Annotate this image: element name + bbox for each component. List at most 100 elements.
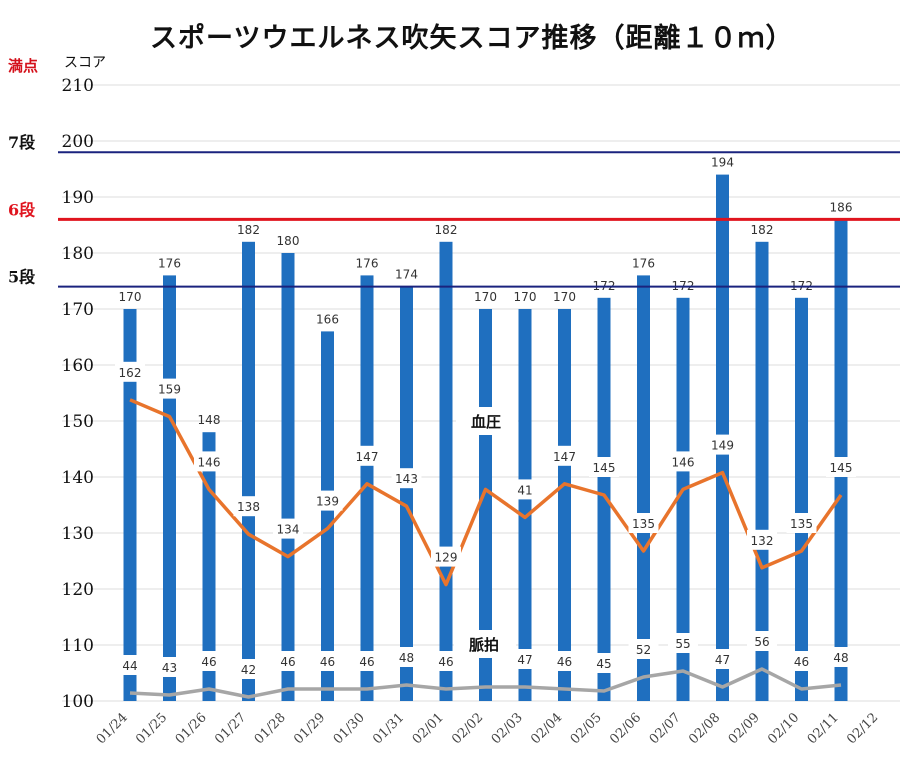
score-data-label: 182 [435,223,458,237]
x-tick-label: 01/27 [212,710,249,747]
x-tick-label: 02/09 [726,710,763,747]
blood-pressure-label-bg [510,479,540,500]
blood-pressure-label-bg [233,496,264,517]
pulse-label-bg [312,651,343,671]
x-tick-label: 02/03 [489,710,526,747]
blood-pressure-data-label: 143 [395,472,418,486]
blood-pressure-data-label: 134 [277,523,300,537]
score-data-label: 186 [830,200,853,214]
pulse-label-bg [431,651,461,671]
pulse-label-bg [391,647,422,667]
blood-pressure-label-bg [273,518,303,539]
pulse-label-bg [707,649,738,669]
score-data-label: 180 [277,234,300,248]
blood-pressure-data-label: 162 [119,366,142,380]
score-data-label: 182 [237,223,260,237]
score-data-label: 170 [514,290,537,304]
pulse-data-label: 48 [833,651,848,665]
pulse-data-label: 46 [438,655,453,669]
pulse-label-bg [786,651,817,671]
x-tick-label: 01/25 [133,710,170,747]
pulse-label-bg [115,655,145,675]
score-bar [795,297,808,701]
score-data-label: 176 [632,256,655,270]
reference-line-label: 7段 [8,133,36,152]
pulse-label-bg [273,651,303,671]
pulse-label-bg [233,659,264,679]
blood-pressure-label-bg [115,361,145,382]
reference-line-label: 6段 [8,200,36,219]
score-bar [400,286,413,701]
x-tick-label: 02/12 [844,710,881,747]
score-bar [281,253,295,701]
y-tick-label: 200 [62,132,94,152]
pulse-data-label: 46 [201,655,216,669]
chart-title: スポーツウエルネス吹矢スコア推移（距離１０ｍ） [150,23,794,54]
x-tick-label: 01/30 [331,710,368,747]
score-data-label: 166 [316,312,339,326]
x-tick-label: 02/05 [568,710,605,747]
blood-pressure-data-label: 146 [198,455,221,469]
score-data-label: 170 [119,290,142,304]
score-data-label: 148 [198,413,221,427]
score-bar [202,432,216,701]
pulse-label-bg [194,651,224,671]
x-tick-label: 01/31 [370,710,407,747]
blood-pressure-data-label: 146 [672,455,695,469]
reference-line-label: 5段 [8,268,36,287]
pulse-data-label: 44 [122,659,137,673]
full-score-label: 満点 [8,57,39,75]
score-bar [637,275,650,701]
score-bar [321,331,334,701]
blood-pressure-label-bg [707,434,738,455]
score-bar [755,241,769,702]
x-tick-label: 01/24 [94,710,131,747]
pulse-label-bg [589,653,619,673]
blood-pressure-data-label: 147 [553,450,576,464]
score-bar [123,309,137,701]
y-tick-label: 120 [62,580,94,600]
score-data-label: 176 [356,256,379,270]
y-tick-label: 100 [62,692,94,712]
y-tick-label: 150 [62,412,94,432]
y-tick-label: 170 [62,300,94,320]
blood-pressure-label-bg [154,378,185,399]
blood-pressure-data-label: 159 [158,383,181,397]
score-bar [163,275,176,701]
pulse-label-bg [668,633,698,653]
score-data-label: 194 [711,156,734,170]
pulse-data-label: 46 [557,655,572,669]
pulse-label-bg [747,631,777,651]
y-tick-label: 180 [62,244,94,264]
pulse-data-label: 47 [517,653,532,667]
x-tick-label: 02/01 [410,710,447,747]
blood-pressure-label-bg [352,445,382,466]
score-bar [518,309,532,701]
blood-pressure-label-bg [312,490,343,511]
pulse-data-label: 47 [715,653,730,667]
y-tick-label: 190 [62,188,94,208]
pulse-series-label: 脈拍 [469,636,499,654]
blood-pressure-label-bg [391,468,422,489]
pulse-line [129,667,842,699]
x-tick-label: 02/06 [607,710,644,747]
pulse-data-label: 45 [596,657,611,671]
blood-pressure-data-label: 138 [237,500,260,514]
y-tick-label: 140 [62,468,94,488]
blood-pressure-label-bg [628,513,659,533]
x-tick-label: 01/28 [252,710,289,747]
y-tick-label: 130 [62,524,94,544]
score-data-label: 174 [395,268,418,282]
blood-pressure-label-bg [549,445,580,466]
blood-pressure-data-label: 139 [316,495,339,509]
blood-pressure-series-label: 血圧 [471,413,501,431]
pulse-data-label: 46 [280,655,295,669]
blood-pressure-label-bg [668,451,698,472]
pulse-label-bg [628,639,659,659]
y-tick-label: 210 [62,76,94,96]
pulse-label-bg [352,651,382,671]
blood-pressure-data-label: 149 [711,439,734,453]
x-tick-label: 01/29 [291,710,328,747]
blood-pressure-data-label: 145 [830,461,853,475]
pulse-data-label: 52 [636,643,651,657]
